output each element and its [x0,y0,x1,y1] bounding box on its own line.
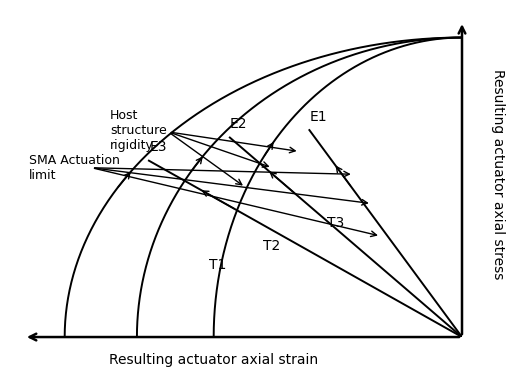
Text: E2: E2 [230,117,248,131]
Text: T2: T2 [264,239,280,253]
Text: Resulting actuator axial strain: Resulting actuator axial strain [109,353,318,367]
Text: E3: E3 [149,140,167,154]
Text: T1: T1 [209,259,226,272]
Text: SMA Actuation
limit: SMA Actuation limit [28,154,119,182]
Text: E1: E1 [310,110,327,124]
Text: Resulting actuator axial stress: Resulting actuator axial stress [491,69,505,280]
Text: Host
structure
rigidity: Host structure rigidity [110,109,166,152]
Text: T3: T3 [327,216,344,230]
